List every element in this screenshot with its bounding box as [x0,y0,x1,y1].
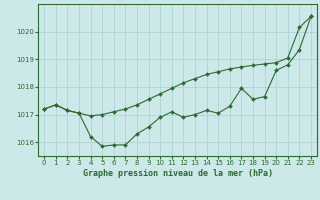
X-axis label: Graphe pression niveau de la mer (hPa): Graphe pression niveau de la mer (hPa) [83,169,273,178]
